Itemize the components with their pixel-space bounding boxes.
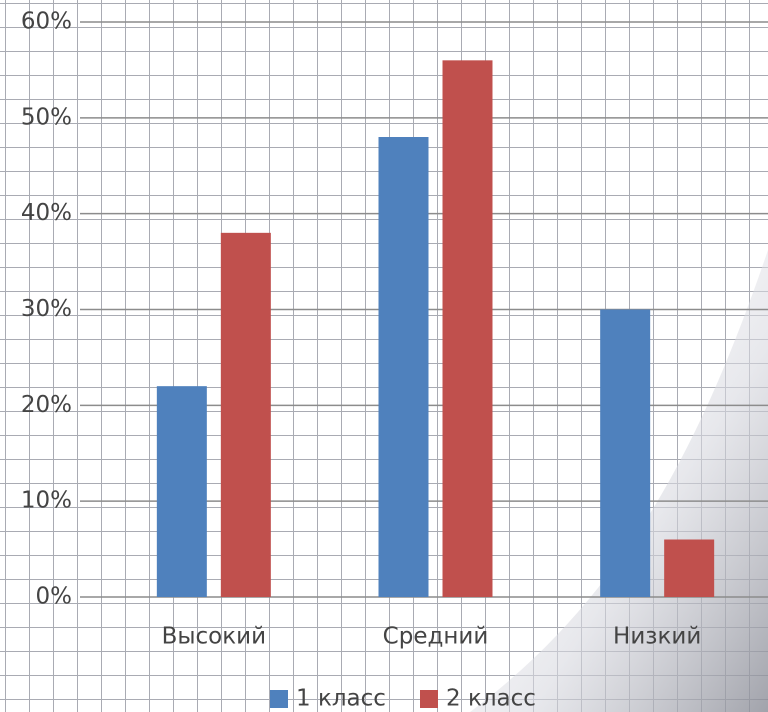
bar — [378, 137, 429, 597]
legend-swatch — [270, 690, 288, 708]
bar — [156, 386, 207, 597]
x-tick-label: Низкий — [613, 624, 701, 650]
bar — [600, 309, 651, 597]
x-tick-label: Высокий — [162, 624, 266, 650]
bar — [442, 60, 493, 598]
y-tick-label: 40% — [21, 200, 72, 226]
y-tick-label: 50% — [21, 104, 72, 130]
bar — [664, 539, 715, 597]
legend-label: 1 класс — [296, 686, 386, 712]
y-tick-label: 10% — [21, 488, 72, 514]
y-tick-label: 20% — [21, 392, 72, 418]
y-tick-label: 60% — [21, 9, 72, 35]
x-tick-label: Средний — [383, 624, 489, 650]
legend-label: 2 класс — [446, 686, 536, 712]
bar — [220, 232, 271, 598]
y-tick-label: 30% — [21, 296, 72, 322]
legend-swatch — [420, 690, 438, 708]
y-tick-label: 0% — [36, 584, 73, 610]
